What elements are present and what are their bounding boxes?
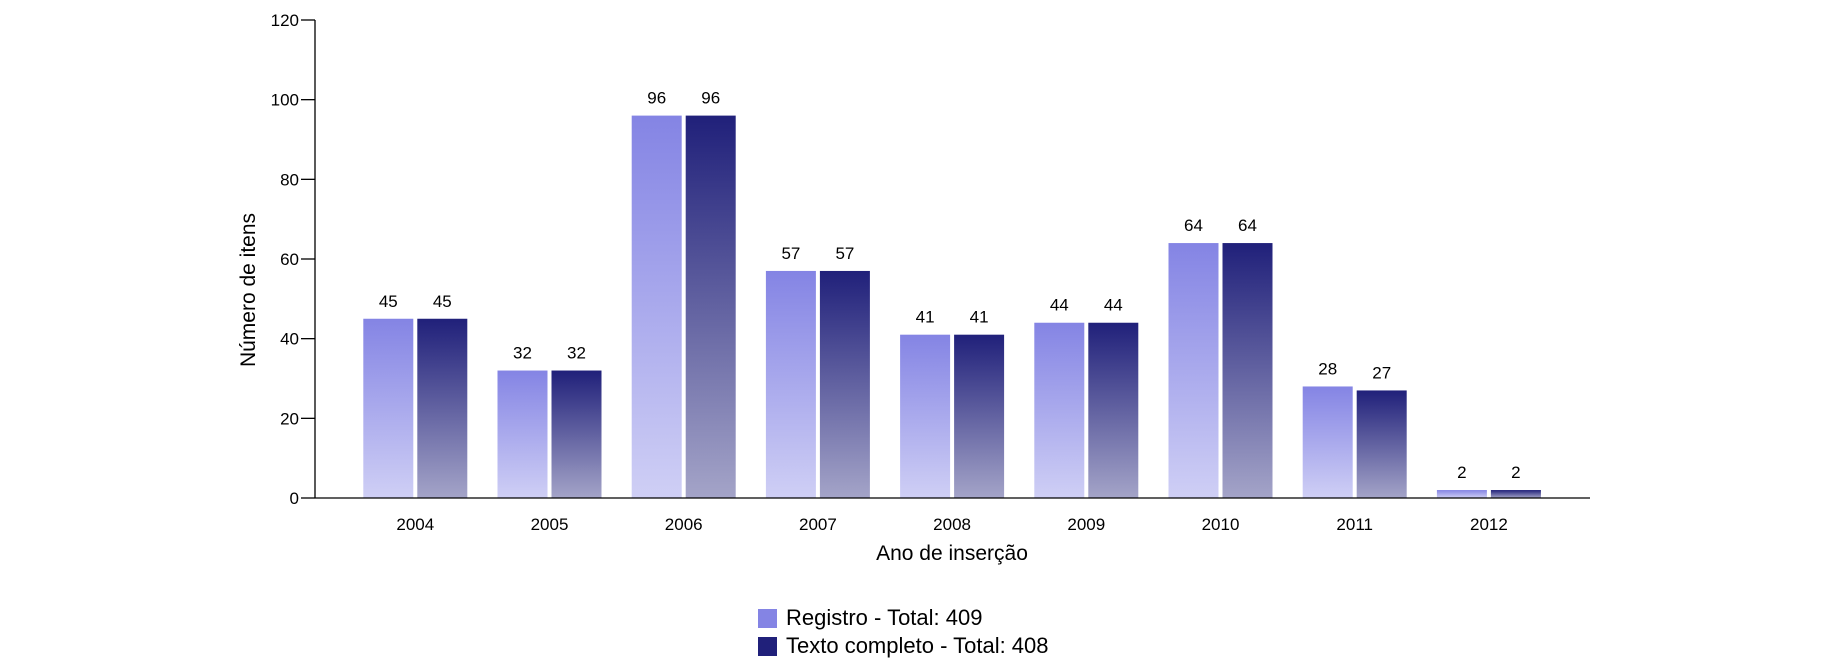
legend-item-registro: Registro - Total: 409 (758, 604, 1049, 632)
y-tick-label-120: 120 (271, 11, 299, 30)
bar-registro-2005 (497, 370, 548, 498)
bar-registro-2007 (765, 270, 816, 498)
data-label-texto-completo-2011: 27 (1372, 363, 1391, 382)
axes-group: 2004 2005 2006 2007 2008 2009 2010 2011 20120204… (271, 11, 1590, 534)
data-labels-group: 45 45 32 32 96 96 57 57 41 41 44 44 64 64 28 27 2 2 (379, 89, 1521, 482)
bar-registro-2009 (1034, 322, 1085, 498)
bar-registro-2011 (1302, 386, 1353, 498)
data-label-texto-completo-2007: 57 (835, 244, 854, 263)
legend-swatch-texto-completo (758, 636, 777, 656)
bar-registro-2010 (1168, 243, 1219, 498)
x-tick-label-2006: 2006 (665, 515, 703, 534)
y-tick-label-40: 40 (280, 330, 299, 349)
x-tick-label-2009: 2009 (1067, 515, 1105, 534)
x-tick-label-2008: 2008 (933, 515, 971, 534)
legend-swatch-registro (758, 608, 777, 628)
bar-texto-completo-2004 (417, 318, 468, 498)
bar-registro-2004 (363, 318, 414, 498)
data-label-registro-2010: 64 (1184, 216, 1203, 235)
data-label-texto-completo-2006: 96 (701, 89, 720, 108)
bar-registro-2006 (631, 115, 682, 498)
x-tick-label-2005: 2005 (531, 515, 569, 534)
data-label-registro-2007: 57 (781, 244, 800, 263)
y-tick-label-20: 20 (280, 409, 299, 428)
bar-texto-completo-2010 (1222, 243, 1273, 498)
bar-texto-completo-2011 (1356, 390, 1407, 498)
data-label-registro-2012: 2 (1457, 463, 1466, 482)
bar-texto-completo-2006 (685, 115, 736, 498)
data-label-texto-completo-2009: 44 (1104, 296, 1123, 315)
x-axis-title: Ano de inserção (876, 542, 1028, 565)
bar-registro-2008 (900, 334, 951, 498)
legend-label-registro: Registro - Total: 409 (786, 605, 983, 630)
data-label-registro-2005: 32 (513, 344, 532, 363)
x-tick-label-2004: 2004 (396, 515, 434, 534)
y-tick-label-100: 100 (271, 91, 299, 110)
data-label-registro-2008: 41 (916, 308, 935, 327)
x-tick-label-2011: 2011 (1336, 515, 1373, 534)
x-tick-label-2007: 2007 (799, 515, 837, 534)
y-tick-label-80: 80 (280, 170, 299, 189)
y-tick-label-0: 0 (290, 489, 299, 508)
data-label-texto-completo-2012: 2 (1511, 463, 1520, 482)
bar-texto-completo-2007 (819, 270, 870, 498)
data-label-registro-2004: 45 (379, 292, 398, 311)
data-label-texto-completo-2005: 32 (567, 344, 586, 363)
x-tick-label-2012: 2012 (1470, 515, 1508, 534)
legend-label-texto-completo: Texto completo - Total: 408 (786, 633, 1049, 658)
bar-texto-completo-2005 (551, 370, 602, 498)
legend: Registro - Total: 409 Texto completo - T… (758, 604, 1049, 660)
bar-texto-completo-2012 (1490, 490, 1541, 498)
bar-texto-completo-2009 (1088, 322, 1139, 498)
data-label-texto-completo-2008: 41 (970, 308, 989, 327)
bar-texto-completo-2008 (954, 334, 1005, 498)
y-tick-label-60: 60 (280, 250, 299, 269)
data-label-registro-2011: 28 (1318, 359, 1337, 378)
x-tick-label-2010: 2010 (1202, 515, 1240, 534)
data-label-texto-completo-2004: 45 (433, 292, 452, 311)
y-axis-title: Número de itens (237, 213, 260, 367)
legend-item-texto-completo: Texto completo - Total: 408 (758, 632, 1049, 660)
bar-registro-2012 (1436, 490, 1487, 498)
bars-group (363, 115, 1541, 498)
data-label-registro-2006: 96 (647, 89, 666, 108)
data-label-registro-2009: 44 (1050, 296, 1069, 315)
data-label-texto-completo-2010: 64 (1238, 216, 1257, 235)
